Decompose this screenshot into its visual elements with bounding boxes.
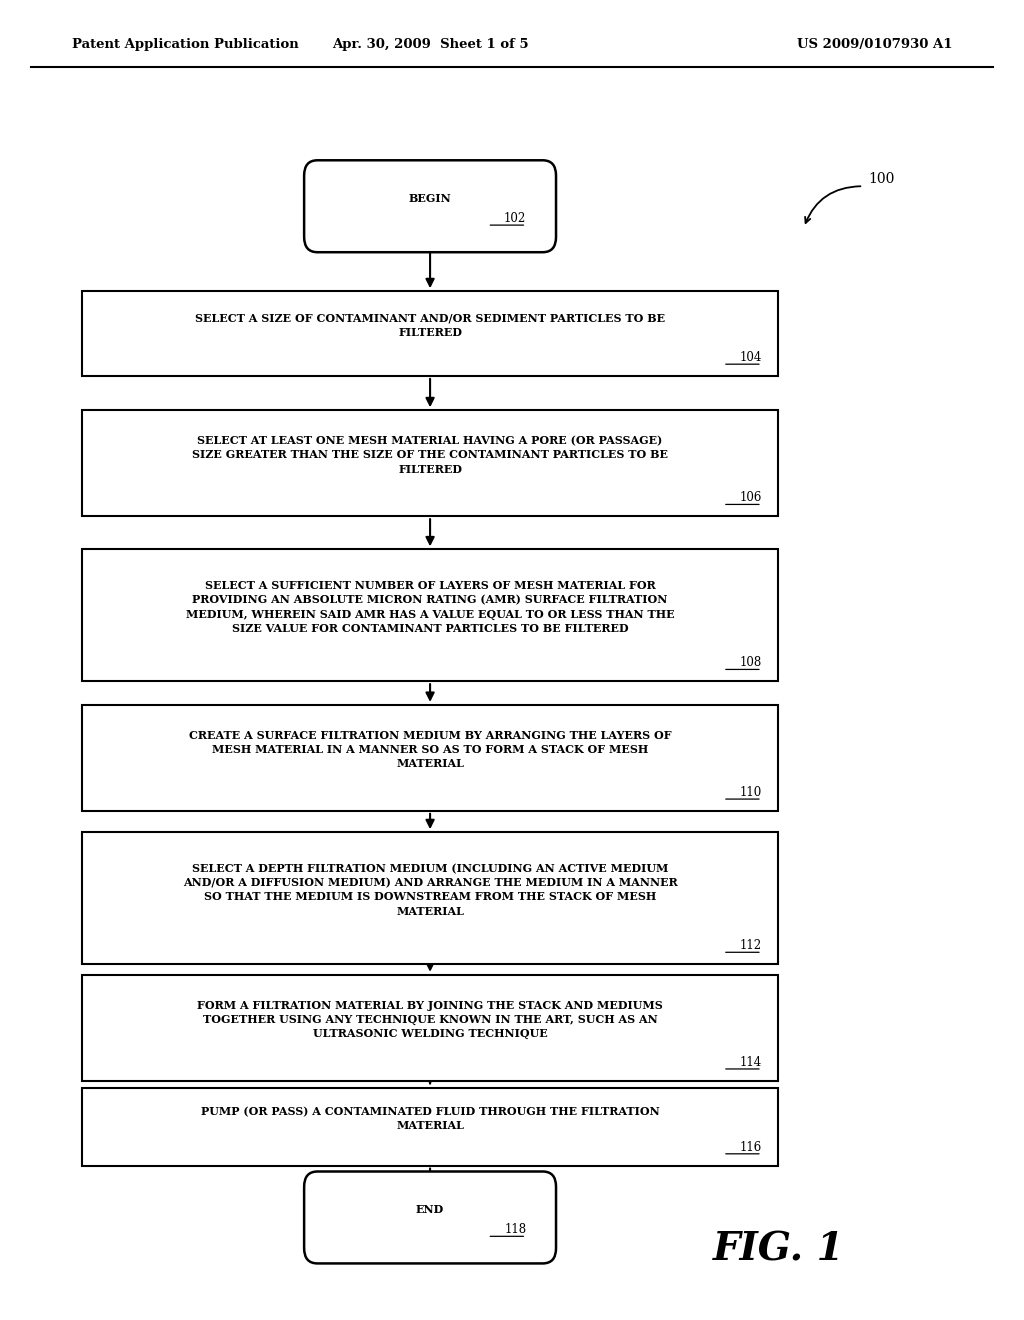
Text: 104: 104 (739, 351, 762, 364)
Bar (82, 974, 778, 1081)
Text: 102: 102 (504, 213, 526, 226)
Text: SELECT A DEPTH FILTRATION MEDIUM (INCLUDING AN ACTIVE MEDIUM
AND/OR A DIFFUSION : SELECT A DEPTH FILTRATION MEDIUM (INCLUD… (182, 863, 678, 916)
Text: CREATE A SURFACE FILTRATION MEDIUM BY ARRANGING THE LAYERS OF
MESH MATERIAL IN A: CREATE A SURFACE FILTRATION MEDIUM BY AR… (188, 730, 672, 770)
Bar (82, 549, 778, 681)
FancyBboxPatch shape (304, 160, 556, 252)
Text: 110: 110 (739, 787, 762, 799)
Text: FIG. 1: FIG. 1 (713, 1230, 844, 1269)
Bar (82, 832, 778, 964)
Bar (82, 292, 778, 376)
Text: 116: 116 (739, 1140, 762, 1154)
Text: 100: 100 (868, 172, 895, 186)
Text: 106: 106 (739, 491, 762, 504)
Text: 118: 118 (504, 1224, 526, 1237)
Text: 108: 108 (739, 656, 762, 669)
Bar (82, 705, 778, 810)
Text: FORM A FILTRATION MATERIAL BY JOINING THE STACK AND MEDIUMS
TOGETHER USING ANY T: FORM A FILTRATION MATERIAL BY JOINING TH… (198, 999, 663, 1039)
Text: US 2009/0107930 A1: US 2009/0107930 A1 (797, 38, 952, 51)
Bar (82, 411, 778, 516)
Text: Apr. 30, 2009  Sheet 1 of 5: Apr. 30, 2009 Sheet 1 of 5 (332, 38, 528, 51)
Text: SELECT A SIZE OF CONTAMINANT AND/OR SEDIMENT PARTICLES TO BE
FILTERED: SELECT A SIZE OF CONTAMINANT AND/OR SEDI… (195, 313, 666, 338)
Text: BEGIN: BEGIN (409, 193, 452, 203)
FancyBboxPatch shape (304, 1171, 556, 1263)
Text: END: END (416, 1204, 444, 1214)
Text: 112: 112 (739, 940, 762, 952)
Text: 114: 114 (739, 1056, 762, 1069)
Text: PUMP (OR PASS) A CONTAMINATED FLUID THROUGH THE FILTRATION
MATERIAL: PUMP (OR PASS) A CONTAMINATED FLUID THRO… (201, 1106, 659, 1131)
Text: SELECT A SUFFICIENT NUMBER OF LAYERS OF MESH MATERIAL FOR
PROVIDING AN ABSOLUTE : SELECT A SUFFICIENT NUMBER OF LAYERS OF … (185, 581, 675, 634)
Text: Patent Application Publication: Patent Application Publication (72, 38, 298, 51)
Text: SELECT AT LEAST ONE MESH MATERIAL HAVING A PORE (OR PASSAGE)
SIZE GREATER THAN T: SELECT AT LEAST ONE MESH MATERIAL HAVING… (193, 436, 668, 475)
Bar (82, 1088, 778, 1166)
